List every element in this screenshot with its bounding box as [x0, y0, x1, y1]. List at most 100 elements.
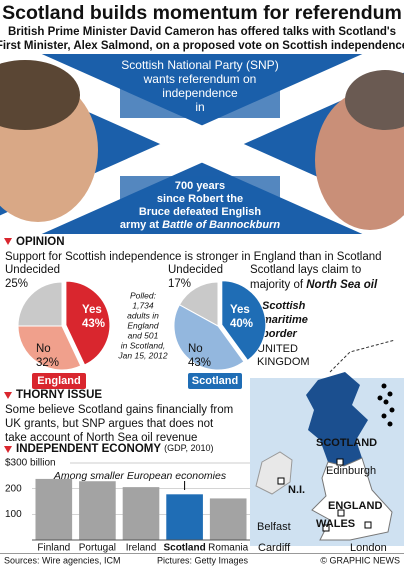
label: 40%	[230, 318, 253, 330]
label: © GRAPHIC NEWS	[320, 555, 400, 565]
label: Among smaller European economies	[53, 470, 227, 482]
label: Some believe Scotland gains financially …	[5, 404, 233, 416]
label: Belfast	[257, 521, 291, 533]
label: Pictures: Getty Images	[157, 555, 249, 565]
label: Scotland	[163, 543, 205, 554]
label: border	[262, 328, 298, 340]
label: UNITED	[257, 343, 298, 355]
label: 25%	[5, 278, 28, 290]
label: 200	[5, 483, 22, 494]
label: Yes	[82, 304, 102, 316]
label: 1,734	[132, 300, 154, 310]
text: North Sea oil	[306, 279, 378, 291]
label: 17%	[168, 278, 191, 290]
label: independence	[162, 86, 238, 100]
label: WALES	[316, 518, 355, 530]
label: First Minister, Alex Salmond, on a propo…	[0, 40, 404, 52]
label: 43%	[82, 318, 105, 330]
label: ENGLAND	[328, 500, 382, 512]
pie-label-box	[188, 373, 242, 389]
pie-slice	[178, 281, 219, 327]
label: Scotland builds momentum for referendum	[2, 2, 402, 24]
scotland-land	[306, 372, 368, 466]
label: No	[188, 343, 203, 355]
label: Scotland lays claim to	[250, 264, 361, 276]
bar	[35, 478, 73, 540]
england-wales-land	[311, 457, 393, 541]
label: Sources: Wire agencies, ICM	[4, 555, 121, 565]
label: UK grants, but SNP argues that does not	[5, 418, 214, 430]
label: SCOTLAND	[316, 437, 377, 449]
label: 700 years	[175, 180, 225, 192]
text-panel	[120, 58, 280, 118]
label: adults in	[127, 310, 159, 320]
label: N.I.	[288, 484, 305, 496]
bar	[166, 494, 203, 540]
label: Undecided	[168, 264, 223, 276]
marker	[4, 446, 12, 453]
label: Edinburgh	[326, 465, 376, 477]
label: British Prime Minister David Cameron has…	[8, 26, 396, 38]
marker	[4, 238, 12, 245]
hair-left	[0, 60, 80, 130]
label: Polled:	[130, 290, 157, 300]
label: KINGDOM	[257, 356, 310, 368]
bar	[122, 487, 160, 540]
label: take account of North Sea oil revenue	[5, 432, 197, 444]
pie-slice	[65, 280, 111, 366]
section-heading: INDEPENDENT ECONOMY (GDP, 2010)	[16, 443, 213, 455]
label: No	[36, 343, 51, 355]
label: 100	[5, 509, 22, 520]
label: in	[195, 100, 204, 114]
pie-slice	[173, 304, 245, 371]
label: Scotland	[192, 375, 238, 387]
label: England	[127, 320, 158, 330]
label: Yes	[230, 304, 250, 316]
label: wants referendum on	[143, 72, 257, 86]
rule	[0, 553, 404, 554]
label: 32%	[36, 357, 59, 369]
text: army at	[120, 219, 159, 231]
text: majority of	[250, 279, 304, 291]
label: in Scotland,	[121, 340, 165, 350]
text-panel	[120, 176, 280, 234]
label: Scottish	[262, 300, 306, 312]
label: and 501	[128, 330, 159, 340]
text: Battle of Bannockburn	[162, 219, 280, 231]
label: Cardiff	[258, 542, 291, 554]
oil-fields	[377, 383, 395, 427]
text: INDEPENDENT ECONOMY	[16, 443, 161, 455]
label: 43%	[188, 357, 211, 369]
label: Bruce defeated English	[139, 206, 262, 218]
hair-right	[345, 70, 404, 130]
label: since Robert the	[157, 193, 243, 205]
label: England	[37, 375, 80, 387]
city-markers	[277, 458, 372, 532]
pie-slice	[17, 281, 63, 327]
label: OPINION	[16, 236, 65, 248]
label: Finland	[37, 543, 70, 554]
text: (GDP, 2010)	[164, 443, 213, 453]
bar	[209, 498, 247, 540]
pie-slice	[221, 280, 267, 362]
label: Undecided	[5, 264, 60, 276]
label: Ireland	[126, 543, 157, 554]
label: Romania	[208, 543, 248, 554]
label: London	[350, 542, 387, 554]
marker	[4, 392, 12, 399]
label: 2014	[151, 121, 249, 170]
label: THORNY ISSUE	[16, 389, 102, 401]
pie-slice	[17, 325, 82, 371]
label: Scottish National Party (SNP)	[121, 58, 278, 72]
map-note: majority of North Sea oil	[250, 279, 378, 291]
label: maritime	[262, 314, 308, 326]
label: Support for Scottish independence is str…	[5, 251, 382, 263]
label: Portugal	[79, 543, 116, 554]
bar	[79, 481, 116, 540]
maritime-border	[329, 339, 396, 373]
label: Jan 15, 2012	[117, 350, 167, 360]
banner-note: army at Battle of Bannockburn	[120, 219, 280, 231]
pie-label-box	[32, 373, 86, 389]
label: $300 billion	[5, 458, 56, 469]
